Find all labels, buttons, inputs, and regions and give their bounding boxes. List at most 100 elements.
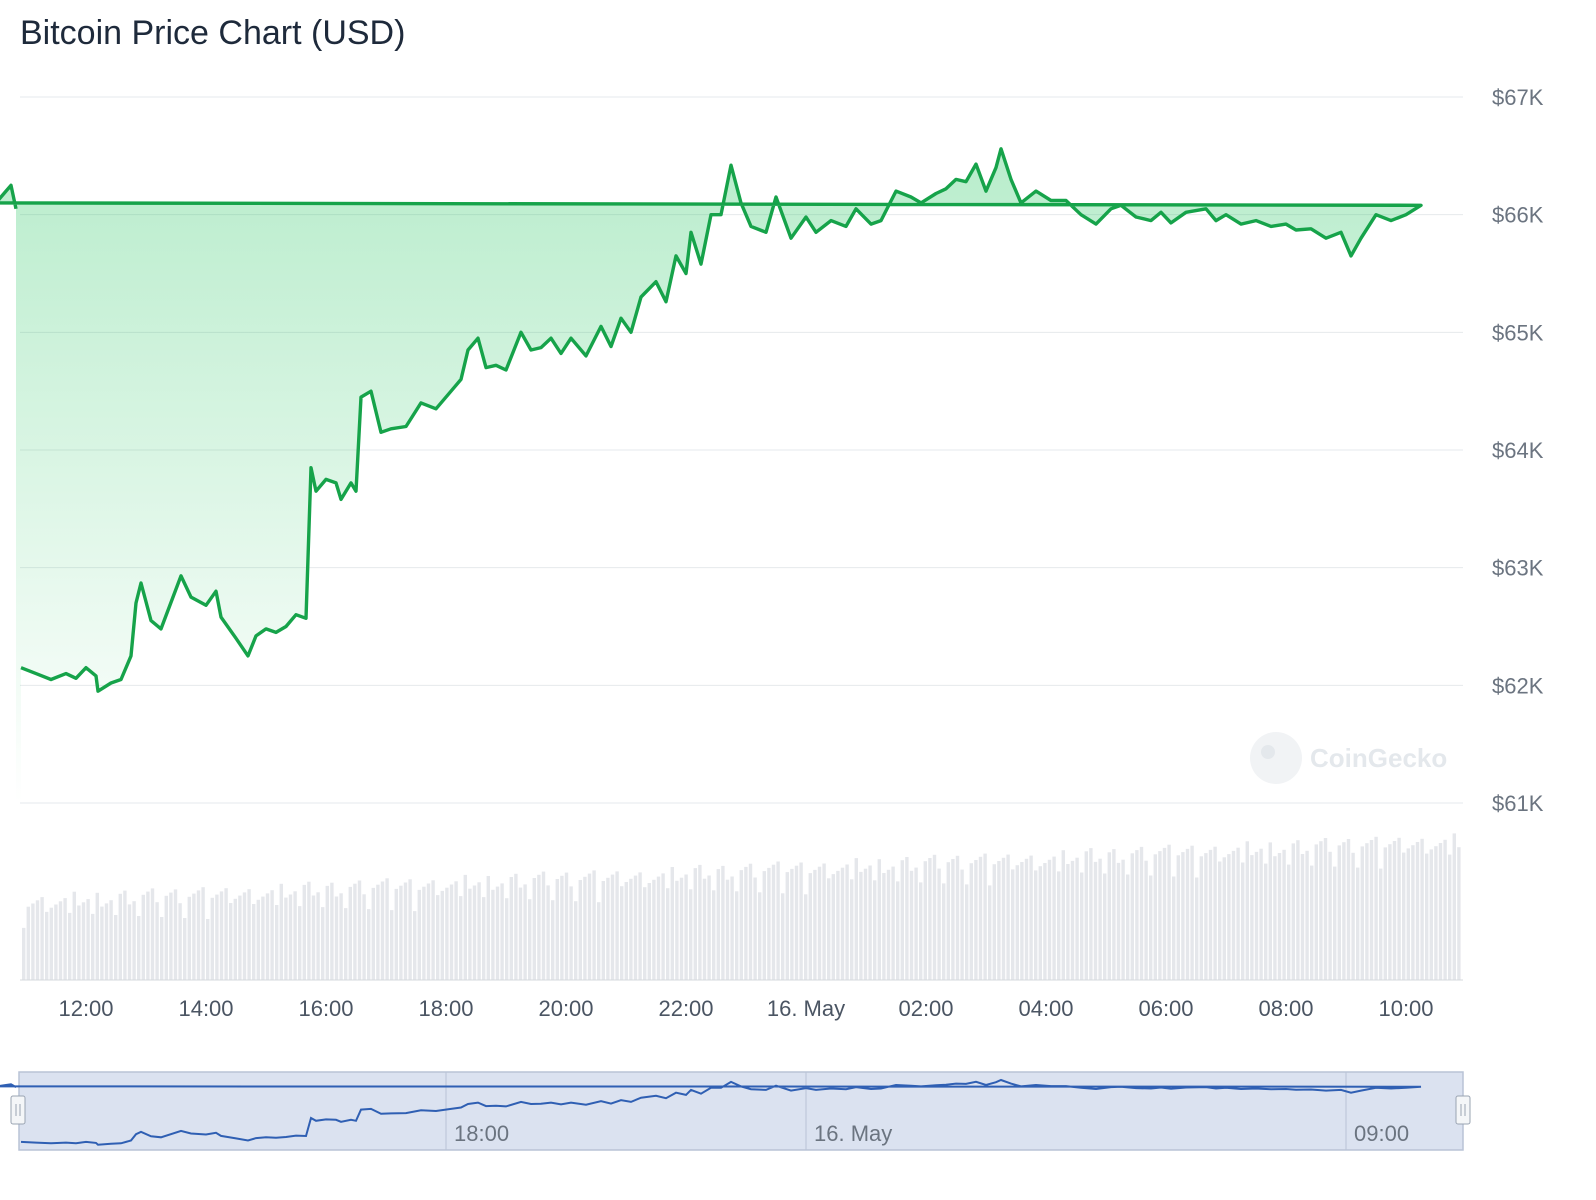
volume-bar	[1204, 853, 1208, 980]
volume-bar	[969, 863, 973, 980]
volume-bar	[1144, 860, 1148, 980]
volume-bar	[1093, 861, 1098, 980]
volume-bar	[1360, 846, 1364, 980]
volume-bar	[1245, 841, 1249, 980]
volume-bar	[919, 882, 923, 980]
volume-bar	[684, 874, 688, 980]
navigator-label: 09:00	[1354, 1121, 1409, 1146]
navigator-handle-left[interactable]	[10, 1095, 26, 1125]
volume-bar	[574, 901, 578, 980]
volume-bar	[978, 856, 983, 980]
volume-bar	[146, 891, 150, 980]
volume-bar	[210, 897, 214, 980]
volume-bar	[362, 894, 366, 980]
volume-bar	[716, 869, 720, 980]
volume-bar	[58, 901, 63, 980]
volume-bar	[693, 868, 697, 980]
volume-bar	[560, 875, 564, 980]
volume-bar	[1333, 866, 1337, 980]
volume-bar	[472, 885, 477, 980]
volume-bar	[141, 894, 145, 980]
volume-bar	[1392, 841, 1397, 980]
volume-bar	[1254, 851, 1259, 980]
volume-bar	[1397, 837, 1401, 980]
volume-bar	[537, 874, 541, 980]
volume-bar	[334, 896, 339, 980]
volume-bar	[836, 870, 840, 980]
price-line	[0, 147, 1423, 693]
watermark-text: CoinGecko	[1310, 743, 1447, 773]
volume-bar	[1323, 838, 1328, 980]
volume-bar	[514, 873, 518, 980]
range-navigator[interactable]: 18:00 16. May 09:00	[0, 1071, 1471, 1151]
volume-bar	[638, 872, 642, 980]
volume-bar	[528, 899, 532, 980]
volume-bar	[1047, 859, 1052, 980]
volume-bar	[183, 918, 187, 980]
x-tick-label: 10:00	[1378, 996, 1433, 1021]
volume-bar	[1001, 857, 1006, 980]
y-tick-label: $66K	[1492, 203, 1544, 228]
volume-bar	[771, 864, 776, 980]
volume-bar	[1162, 847, 1167, 980]
volume-bar	[1218, 861, 1222, 980]
volume-bar	[1222, 857, 1226, 980]
volume-bar	[252, 904, 256, 980]
volume-bar	[1158, 851, 1162, 980]
volume-bar	[946, 862, 950, 980]
navigator-gridlines	[445, 1072, 1347, 1150]
volume-bar	[1300, 854, 1305, 980]
volume-bar	[698, 864, 702, 980]
volume-bar	[905, 857, 909, 980]
volume-bar	[1236, 847, 1240, 980]
volume-bar	[587, 873, 592, 980]
volume-bar	[293, 891, 297, 980]
volume-bar	[1089, 848, 1093, 980]
volume-bar	[1282, 849, 1286, 980]
volume-bar	[224, 888, 228, 980]
volume-bar	[459, 896, 463, 980]
volume-bar	[1438, 843, 1443, 980]
volume-bar	[495, 886, 500, 980]
volume-bar	[1015, 865, 1019, 980]
volume-bar	[1457, 847, 1461, 980]
volume-bar	[256, 899, 260, 980]
volume-bar	[988, 885, 992, 980]
volume-bar	[77, 905, 81, 980]
volume-bar	[1011, 869, 1015, 980]
volume-bar	[1181, 852, 1185, 980]
x-tick-label: 18:00	[418, 996, 473, 1021]
volume-bar	[546, 885, 550, 980]
volume-bar	[1231, 850, 1236, 980]
volume-bar	[26, 906, 30, 980]
volume-bar	[440, 890, 444, 980]
volume-bar	[417, 889, 421, 980]
volume-bar	[859, 871, 863, 980]
volume-bar	[219, 891, 224, 980]
x-tick-label: 14:00	[178, 996, 233, 1021]
volume-bar	[601, 881, 605, 980]
volume-bar	[114, 915, 118, 980]
volume-bar	[1369, 840, 1374, 980]
y-tick-label: $63K	[1492, 556, 1544, 581]
volume-bar	[735, 891, 739, 980]
volume-bar	[1411, 845, 1415, 980]
volume-bar	[288, 894, 293, 980]
volume-bar	[923, 861, 927, 980]
x-tick-label: 12:00	[58, 996, 113, 1021]
volume-bar	[307, 881, 311, 980]
volume-bar	[284, 897, 288, 980]
volume-bar	[813, 869, 817, 980]
volume-bar	[1434, 846, 1438, 980]
volume-bar	[1277, 853, 1282, 980]
volume-bar	[81, 902, 86, 980]
volume-bar	[371, 887, 375, 980]
volume-bar	[804, 894, 808, 980]
volume-bar	[270, 890, 274, 980]
coingecko-watermark: CoinGecko	[1250, 732, 1447, 784]
volume-bar	[348, 886, 352, 980]
volume-bar	[891, 866, 895, 980]
navigator-handle-right[interactable]	[1455, 1095, 1471, 1125]
volume-bar	[445, 887, 449, 980]
volume-bar	[997, 861, 1001, 980]
